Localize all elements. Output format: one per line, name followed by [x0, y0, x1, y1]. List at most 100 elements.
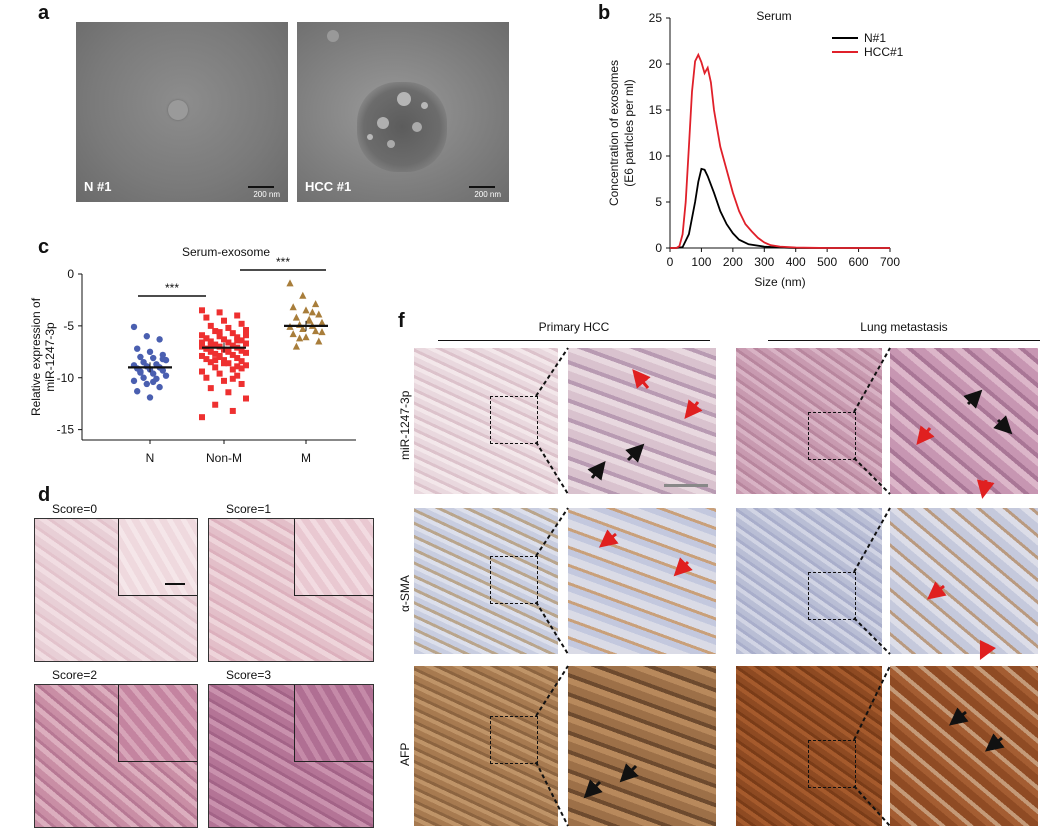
ihc-afp-lung-overview	[736, 666, 882, 826]
x-axis-label: Size (nm)	[754, 275, 805, 289]
data-point	[199, 352, 205, 359]
column-header-primary-hcc: Primary HCC	[538, 320, 610, 334]
significance-label: ***	[276, 255, 290, 269]
score-image-0	[34, 518, 198, 662]
y-tick-label: 15	[649, 103, 663, 117]
data-point	[216, 333, 223, 340]
data-point	[243, 332, 249, 339]
scale-text: 200 nm	[474, 190, 501, 199]
data-point	[159, 355, 166, 363]
score-label-1: Score=1	[226, 502, 272, 516]
data-point	[203, 374, 210, 381]
data-point	[212, 357, 219, 364]
panel-label-c: c	[38, 236, 50, 258]
x-tick-label: 200	[723, 255, 743, 269]
data-point	[162, 372, 170, 379]
data-point	[243, 327, 249, 334]
y-tick-label: 5	[655, 195, 662, 209]
y-tick-label: 0	[67, 267, 74, 281]
data-point	[221, 336, 227, 343]
data-point	[286, 279, 294, 287]
data-point	[207, 359, 214, 366]
data-point	[225, 324, 232, 331]
x-tick-label: 100	[691, 255, 711, 269]
data-point	[225, 347, 232, 354]
chart-title: Serum	[756, 9, 791, 23]
data-point	[221, 377, 227, 384]
y-tick-label: 10	[649, 149, 663, 163]
data-point	[216, 370, 223, 377]
data-point	[207, 385, 214, 392]
data-point	[212, 341, 219, 348]
ihc-afp-lung-zoom	[890, 666, 1038, 826]
data-point	[137, 353, 144, 361]
data-point	[308, 308, 316, 316]
ihc-sma-lung-overview	[736, 508, 882, 654]
data-point	[318, 318, 326, 326]
data-point	[234, 337, 241, 344]
panel-label-b: b	[598, 2, 611, 24]
score-label-3: Score=3	[226, 668, 272, 682]
data-point	[289, 303, 297, 311]
ihc-mir-primary-overview	[414, 348, 558, 494]
y-tick-label: -5	[63, 319, 74, 333]
scale-bar	[469, 186, 495, 188]
data-point	[146, 348, 154, 356]
x-tick-label: 0	[667, 255, 674, 269]
em-label-hcc1: HCC #1	[305, 179, 352, 194]
data-point	[212, 401, 219, 408]
data-point	[216, 329, 223, 336]
data-point	[315, 310, 323, 318]
data-point	[315, 337, 323, 345]
em-image-n1: N #1 200 nm	[76, 22, 288, 202]
data-point	[292, 342, 300, 350]
y-tick-label: -10	[57, 371, 75, 385]
column-header-rule	[438, 340, 710, 341]
data-point	[238, 358, 245, 365]
data-point	[203, 356, 210, 363]
data-point	[199, 307, 205, 314]
data-point	[318, 328, 326, 336]
data-point	[229, 330, 236, 337]
y-tick-label: 20	[649, 57, 663, 71]
x-tick-label: M	[301, 451, 311, 465]
data-point	[221, 360, 227, 367]
data-point	[134, 345, 141, 352]
data-point	[212, 350, 219, 357]
y-tick-label: 25	[649, 11, 663, 25]
data-point	[305, 315, 313, 323]
data-point	[225, 360, 232, 367]
data-point	[302, 306, 310, 314]
data-point	[238, 365, 245, 372]
data-point	[243, 349, 249, 356]
data-point	[134, 388, 141, 395]
data-point	[229, 407, 236, 414]
em-image-hcc1: HCC #1 200 nm	[297, 22, 509, 202]
data-point	[150, 378, 157, 386]
data-point	[243, 362, 249, 369]
ihc-sma-lung-zoom	[890, 508, 1038, 654]
data-point	[234, 334, 241, 341]
data-point	[130, 323, 138, 331]
x-tick-label: 700	[880, 255, 900, 269]
significance-label: ***	[165, 281, 179, 295]
data-point	[130, 377, 138, 385]
data-point	[137, 369, 144, 376]
y-axis-label-line: miR-1247-3p	[43, 322, 57, 392]
data-point	[216, 352, 223, 359]
data-point	[302, 333, 310, 341]
ihc-mir-lung-zoom	[890, 348, 1038, 494]
data-point	[292, 313, 300, 321]
data-point	[312, 300, 320, 308]
data-point	[238, 320, 245, 327]
data-point	[238, 380, 245, 387]
data-point	[238, 337, 245, 344]
panel-label-f: f	[398, 310, 405, 332]
data-point	[234, 363, 241, 370]
score-image-2	[34, 684, 198, 828]
y-axis-label-line: (E6 particles per ml)	[622, 79, 636, 186]
score-image-1	[208, 518, 374, 662]
score-label-0: Score=0	[52, 502, 98, 516]
data-point	[299, 291, 307, 299]
